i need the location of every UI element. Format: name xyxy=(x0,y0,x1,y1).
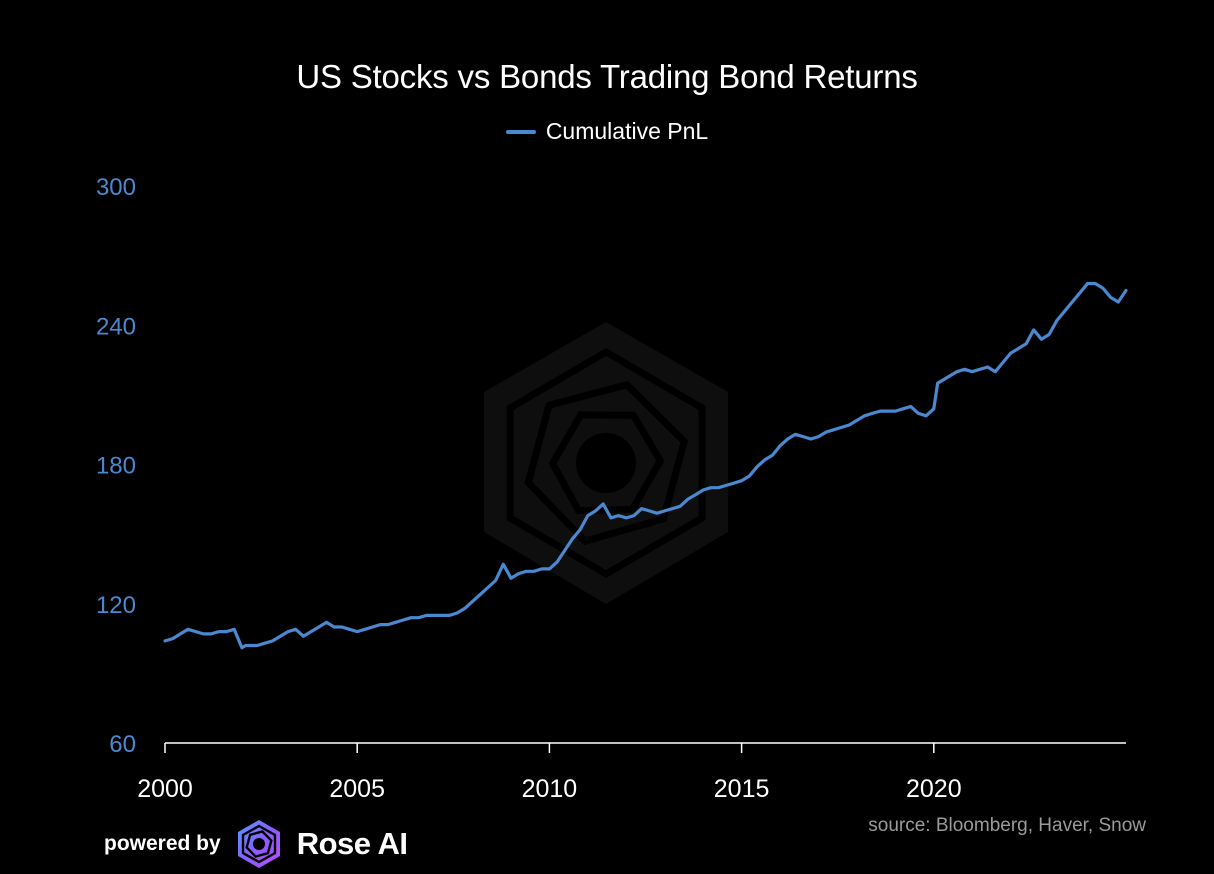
y-tick-label: 60 xyxy=(109,731,136,758)
source-note: source: Bloomberg, Haver, Snow xyxy=(868,815,1146,836)
y-tick-label: 240 xyxy=(96,313,136,340)
y-tick-label: 180 xyxy=(96,453,136,480)
x-tick-label: 2015 xyxy=(714,775,770,803)
series-line-cumulative-pnl xyxy=(163,281,1128,650)
x-axis: 2000 2005 2010 2015 2020 xyxy=(137,742,1126,803)
x-tick-label: 2000 xyxy=(137,775,193,803)
chart-title: US Stocks vs Bonds Trading Bond Returns xyxy=(296,58,918,95)
legend: Cumulative PnL xyxy=(0,118,1214,145)
y-axis: 60 120 180 240 300 xyxy=(96,174,136,758)
rose-ai-logo-icon xyxy=(237,820,280,868)
y-tick-label: 300 xyxy=(96,174,136,201)
x-tick-label: 2020 xyxy=(906,775,962,803)
powered-by-label: powered by xyxy=(104,832,221,855)
legend-label: Cumulative PnL xyxy=(545,118,709,144)
x-tick-label: 2005 xyxy=(329,775,385,803)
x-tick-label: 2010 xyxy=(522,775,578,803)
y-tick-label: 120 xyxy=(96,592,136,619)
watermark-logo-icon xyxy=(484,322,728,604)
legend-swatch xyxy=(505,129,536,134)
powered-by: powered by Rose AI xyxy=(104,818,408,870)
brand-name: Rose AI xyxy=(296,826,408,861)
